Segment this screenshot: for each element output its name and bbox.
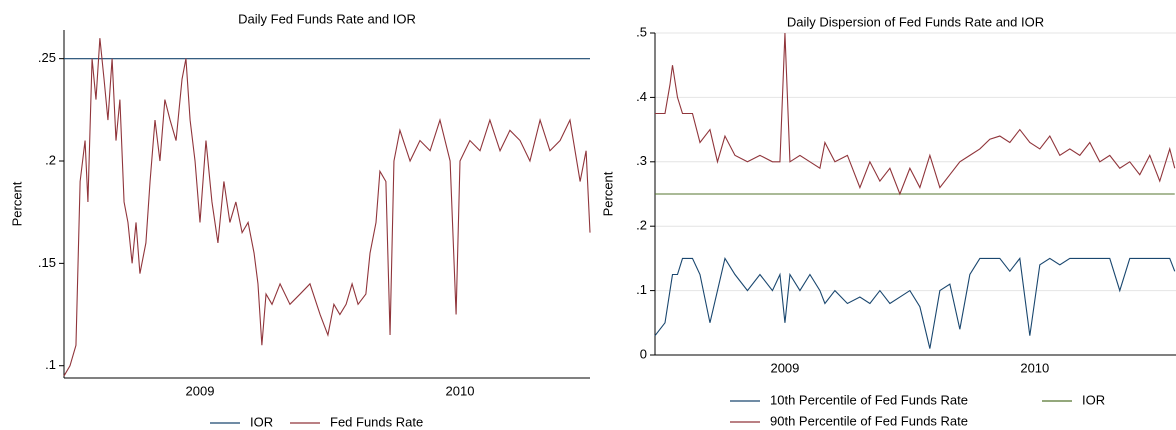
y-tick-label: .15: [38, 255, 56, 270]
legend-label: 10th Percentile of Fed Funds Rate: [770, 392, 968, 407]
y-axis-label: Percent: [600, 171, 615, 216]
y-tick-label: .2: [45, 152, 56, 167]
series-line: [655, 32, 1176, 196]
legend-label: 90th Percentile of Fed Funds Rate: [770, 413, 968, 428]
y-axis-label: Percent: [9, 181, 24, 226]
chart-title: Daily Dispersion of Fed Funds Rate and I…: [787, 14, 1044, 29]
y-tick-label: .25: [38, 50, 56, 65]
y-tick-label: .4: [636, 89, 647, 104]
series-line: [63, 38, 591, 377]
y-tick-label: .5: [636, 24, 647, 39]
y-tick-label: .1: [45, 357, 56, 372]
y-tick-label: .2: [636, 218, 647, 233]
y-tick-label: 0: [640, 346, 647, 361]
legend-label: IOR: [250, 414, 273, 429]
chart-title: Daily Fed Funds Rate and IOR: [238, 11, 416, 26]
x-tick-label: 2009: [770, 360, 799, 375]
y-tick-label: .3: [636, 153, 647, 168]
legend-label: Fed Funds Rate: [330, 414, 423, 429]
legend-label: IOR: [1082, 392, 1105, 407]
x-tick-label: 2010: [446, 383, 475, 398]
x-tick-label: 2010: [1020, 360, 1049, 375]
x-tick-label: 2009: [186, 383, 215, 398]
y-tick-label: .1: [636, 282, 647, 297]
series-line: [654, 256, 1176, 349]
